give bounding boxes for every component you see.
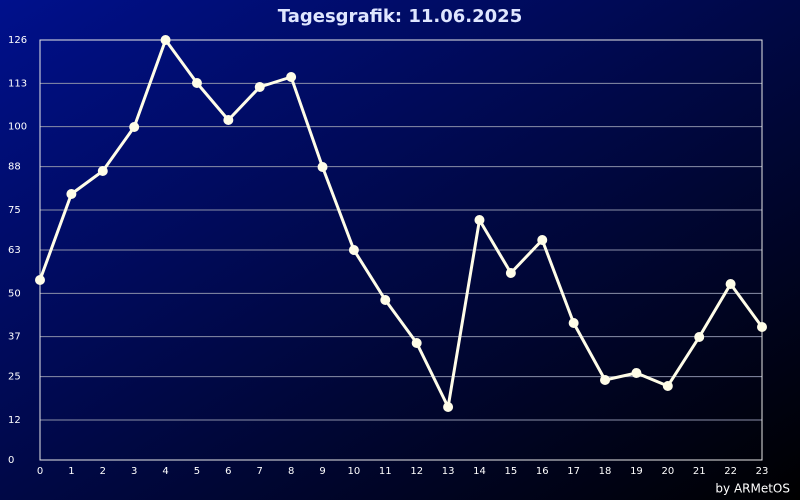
data-point [694, 332, 705, 342]
y-tick-label: 25 [8, 372, 21, 383]
x-tick-label: 12 [410, 466, 423, 477]
data-point [662, 381, 673, 391]
x-tick-label: 6 [225, 466, 231, 477]
x-tick-label: 13 [442, 466, 455, 477]
data-point [380, 295, 391, 305]
y-tick-label: 88 [8, 162, 21, 173]
credit: by ARMetOS [715, 482, 790, 496]
data-point [97, 166, 108, 176]
x-tick-label: 4 [162, 466, 168, 477]
x-tick-label: 1 [68, 466, 74, 477]
x-tick-label: 3 [131, 466, 137, 477]
x-tick-label: 18 [599, 466, 612, 477]
x-tick-label: 9 [319, 466, 325, 477]
y-tick-label: 126 [8, 35, 27, 46]
x-tick-label: 20 [661, 466, 674, 477]
x-tick-label: 22 [724, 466, 737, 477]
data-point [160, 35, 171, 45]
data-point [129, 122, 140, 132]
y-tick-label: 75 [8, 205, 21, 216]
x-tick-label: 2 [100, 466, 106, 477]
data-point [505, 268, 516, 278]
plot-frame [39, 39, 763, 461]
x-tick-label: 5 [194, 466, 200, 477]
data-point [191, 78, 202, 88]
x-tick-label: 15 [505, 466, 518, 477]
data-point [537, 235, 548, 245]
x-tick-label: 11 [379, 466, 392, 477]
x-tick-label: 17 [567, 466, 580, 477]
data-point [286, 72, 297, 82]
data-point [600, 375, 611, 385]
chart-title: Tagesgrafik: 11.06.2025 [278, 6, 522, 27]
data-point [568, 318, 579, 328]
x-tick-label: 0 [37, 466, 43, 477]
x-tick-label: 23 [756, 466, 769, 477]
data-point [725, 279, 736, 289]
data-point [35, 275, 45, 285]
x-tick-label: 21 [693, 466, 706, 477]
data-point [631, 368, 642, 378]
y-tick-label: 0 [8, 455, 14, 466]
data-point [474, 215, 485, 225]
y-tick-label: 63 [8, 245, 21, 256]
data-point [254, 82, 265, 92]
data-line [38, 38, 764, 409]
y-tick-label: 50 [8, 288, 21, 299]
data-point [223, 115, 234, 125]
y-tick-label: 37 [8, 332, 21, 343]
data-point [348, 245, 359, 255]
data-point [317, 162, 328, 172]
y-tick-label: 12 [8, 415, 21, 426]
data-point [443, 402, 454, 412]
y-tick-label: 113 [8, 78, 27, 89]
y-tick-label: 100 [8, 122, 27, 133]
x-tick-label: 7 [257, 466, 263, 477]
x-tick-label: 16 [536, 466, 549, 477]
x-tick-label: 10 [348, 466, 361, 477]
data-point [757, 322, 767, 332]
x-tick-label: 14 [473, 466, 486, 477]
x-tick-label: 8 [288, 466, 294, 477]
data-point [411, 338, 422, 348]
x-tick-label: 19 [630, 466, 643, 477]
data-point [66, 189, 77, 199]
